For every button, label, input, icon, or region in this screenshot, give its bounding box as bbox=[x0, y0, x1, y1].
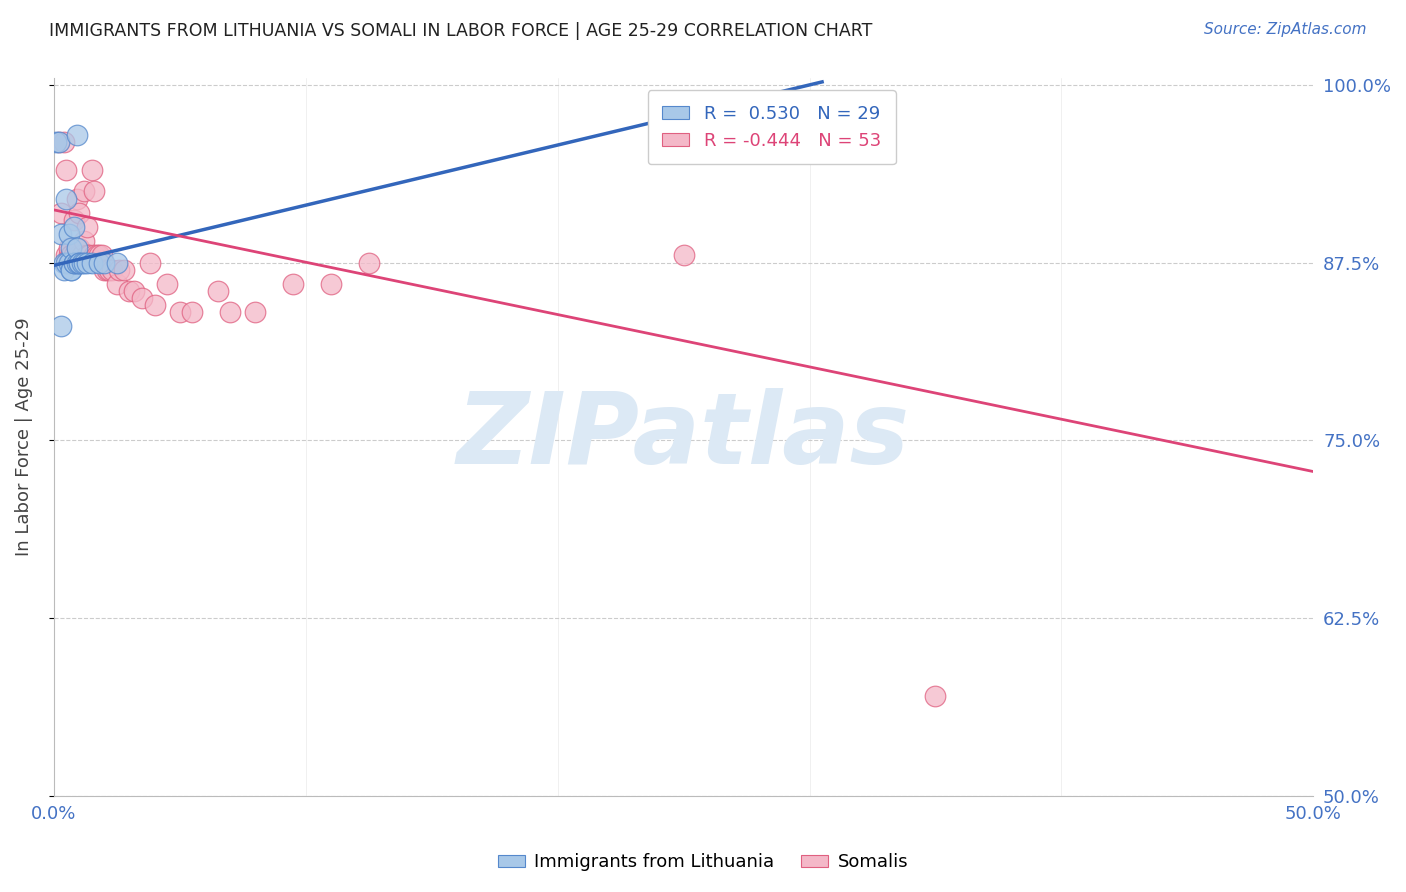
Legend: Immigrants from Lithuania, Somalis: Immigrants from Lithuania, Somalis bbox=[491, 847, 915, 879]
Point bbox=[48, 135, 70, 149]
Point bbox=[55, 255, 77, 269]
Point bbox=[51, 227, 73, 241]
Point bbox=[108, 262, 131, 277]
Point bbox=[73, 185, 96, 199]
Point bbox=[58, 248, 80, 262]
Point bbox=[67, 255, 90, 269]
Point bbox=[245, 305, 267, 319]
Point bbox=[83, 248, 105, 262]
Point bbox=[60, 248, 83, 262]
Point bbox=[76, 255, 98, 269]
Point bbox=[51, 205, 73, 219]
Point bbox=[60, 248, 83, 262]
Point bbox=[80, 255, 103, 269]
Point bbox=[67, 255, 90, 269]
Point bbox=[77, 248, 100, 262]
Point bbox=[58, 255, 80, 269]
Point bbox=[319, 277, 342, 291]
Point bbox=[799, 113, 821, 128]
Point bbox=[80, 163, 103, 178]
Point bbox=[105, 277, 128, 291]
Text: IMMIGRANTS FROM LITHUANIA VS SOMALI IN LABOR FORCE | AGE 25-29 CORRELATION CHART: IMMIGRANTS FROM LITHUANIA VS SOMALI IN L… bbox=[49, 22, 873, 40]
Point bbox=[112, 262, 135, 277]
Point bbox=[63, 255, 86, 269]
Point bbox=[76, 219, 98, 234]
Point bbox=[67, 205, 90, 219]
Point bbox=[672, 248, 695, 262]
Point bbox=[83, 185, 105, 199]
Point bbox=[156, 277, 179, 291]
Point bbox=[90, 248, 112, 262]
Point bbox=[357, 255, 380, 269]
Point bbox=[67, 248, 90, 262]
Point bbox=[58, 227, 80, 241]
Point bbox=[124, 284, 146, 298]
Point bbox=[55, 248, 77, 262]
Point bbox=[65, 255, 87, 269]
Point bbox=[93, 255, 115, 269]
Point bbox=[281, 277, 304, 291]
Point bbox=[89, 248, 111, 262]
Point bbox=[89, 255, 111, 269]
Text: Source: ZipAtlas.com: Source: ZipAtlas.com bbox=[1204, 22, 1367, 37]
Point bbox=[76, 248, 98, 262]
Point bbox=[67, 241, 90, 255]
Legend: R =  0.530   N = 29, R = -0.444   N = 53: R = 0.530 N = 29, R = -0.444 N = 53 bbox=[648, 90, 896, 164]
Point bbox=[1403, 248, 1406, 262]
Point bbox=[51, 319, 73, 334]
Point bbox=[118, 284, 141, 298]
Point bbox=[65, 128, 87, 142]
Point bbox=[131, 291, 153, 305]
Point bbox=[73, 234, 96, 248]
Point bbox=[105, 255, 128, 269]
Point bbox=[63, 248, 86, 262]
Point bbox=[86, 248, 108, 262]
Point bbox=[60, 262, 83, 277]
Point bbox=[138, 255, 160, 269]
Point bbox=[65, 248, 87, 262]
Point bbox=[924, 690, 946, 704]
Point bbox=[70, 255, 93, 269]
Point bbox=[63, 212, 86, 227]
Point bbox=[143, 298, 166, 312]
Point bbox=[48, 135, 70, 149]
Point bbox=[70, 248, 93, 262]
Y-axis label: In Labor Force | Age 25-29: In Labor Force | Age 25-29 bbox=[15, 318, 32, 556]
Point bbox=[58, 241, 80, 255]
Point bbox=[63, 219, 86, 234]
Point bbox=[60, 262, 83, 277]
Point bbox=[65, 241, 87, 255]
Point bbox=[169, 305, 191, 319]
Point bbox=[100, 262, 122, 277]
Point bbox=[52, 135, 75, 149]
Point bbox=[52, 255, 75, 269]
Point bbox=[93, 262, 115, 277]
Point bbox=[65, 241, 87, 255]
Point bbox=[55, 192, 77, 206]
Point bbox=[60, 241, 83, 255]
Point bbox=[55, 163, 77, 178]
Point bbox=[219, 305, 242, 319]
Point bbox=[73, 255, 96, 269]
Point bbox=[63, 255, 86, 269]
Point bbox=[98, 262, 121, 277]
Point bbox=[96, 262, 118, 277]
Point bbox=[207, 284, 229, 298]
Point bbox=[181, 305, 204, 319]
Point bbox=[45, 135, 67, 149]
Text: ZIPatlas: ZIPatlas bbox=[457, 388, 910, 485]
Point bbox=[52, 262, 75, 277]
Point bbox=[65, 192, 87, 206]
